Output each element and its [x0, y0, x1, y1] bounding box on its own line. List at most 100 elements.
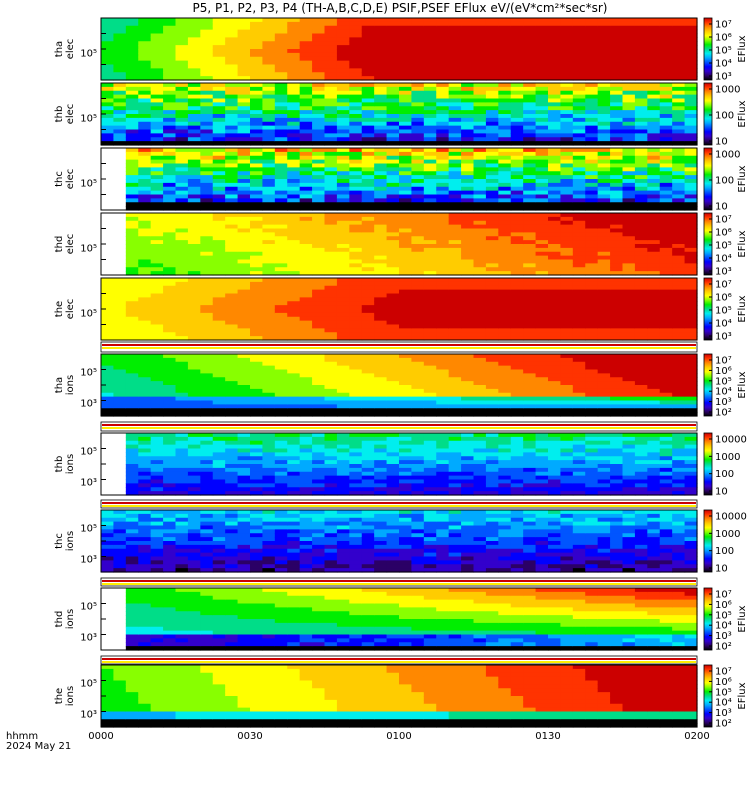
heatmap-cell: [113, 90, 127, 96]
heatmap-cell: [548, 56, 562, 62]
heatmap-cell: [436, 240, 450, 245]
heatmap-cell: [535, 206, 549, 211]
heatmap-cell: [535, 29, 549, 35]
heatmap-cell: [187, 216, 201, 222]
heatmap-cell: [659, 129, 673, 134]
heatmap-cell: [175, 83, 189, 88]
heatmap-cell: [386, 220, 400, 226]
heatmap-cell: [262, 354, 276, 359]
heatmap-cell: [274, 301, 288, 306]
heatmap-cell: [225, 45, 239, 50]
heatmap-cell: [150, 236, 164, 241]
heatmap-cell: [473, 240, 487, 245]
heatmap-cell: [498, 285, 512, 291]
heatmap-cell: [374, 72, 388, 77]
heatmap-cell: [423, 404, 437, 409]
heatmap-cell: [684, 354, 698, 359]
heatmap-cell: [262, 487, 276, 492]
heatmap-cell: [150, 202, 164, 207]
heatmap-cell: [361, 433, 375, 438]
heatmap-cell: [485, 244, 499, 249]
heatmap-cell: [498, 202, 512, 207]
heatmap-cell: [200, 316, 214, 322]
heatmap-cell: [312, 117, 326, 123]
heatmap-cell: [386, 190, 400, 196]
heatmap-cell: [349, 21, 363, 27]
heatmap-cell: [684, 301, 698, 306]
heatmap-cell: [411, 354, 425, 359]
heatmap-cell: [324, 464, 338, 469]
heatmap-cell: [572, 263, 586, 268]
heatmap-cell: [535, 25, 549, 31]
heatmap-cell: [212, 440, 226, 446]
colorbar-tick-label: 10⁵: [715, 376, 732, 387]
heatmap-cell: [659, 357, 673, 363]
heatmap-cell: [299, 263, 313, 268]
heatmap-cell: [163, 106, 177, 111]
heatmap-cell: [399, 365, 413, 371]
heatmap-cell: [212, 206, 226, 211]
heatmap-cell: [510, 76, 524, 81]
heatmap-cell: [672, 388, 686, 394]
heatmap-cell: [262, 436, 276, 442]
heatmap-cell: [163, 49, 177, 54]
heatmap-cell: [312, 251, 326, 257]
heatmap-cell: [535, 106, 549, 111]
heatmap-cell: [448, 255, 462, 261]
heatmap-cell: [187, 381, 201, 386]
heatmap-cell: [473, 244, 487, 249]
heatmap-cell: [634, 236, 648, 241]
heatmap-cell: [585, 121, 599, 127]
heatmap-cell: [312, 186, 326, 192]
heatmap-cell: [262, 236, 276, 241]
heatmap-cell: [399, 141, 413, 146]
heatmap-cell: [659, 76, 673, 81]
heatmap-cell: [684, 137, 698, 142]
heatmap-cell: [523, 18, 537, 23]
heatmap-cell: [312, 271, 326, 276]
heatmap-cell: [448, 206, 462, 211]
heatmap-cell: [287, 354, 301, 359]
heatmap-cell: [560, 404, 574, 409]
heatmap-cell: [163, 369, 177, 374]
heatmap-cell: [411, 52, 425, 58]
heatmap-cell: [448, 324, 462, 329]
heatmap-cell: [473, 228, 487, 233]
heatmap-cell: [101, 293, 115, 298]
heatmap-cell: [175, 354, 189, 359]
heatmap-cell: [299, 90, 313, 96]
heatmap-cell: [647, 373, 661, 378]
heatmap-cell: [572, 224, 586, 230]
heatmap-cell: [187, 305, 201, 310]
heatmap-cell: [659, 114, 673, 119]
heatmap-cell: [262, 357, 276, 363]
heatmap-cell: [610, 336, 624, 341]
heatmap-cell: [610, 56, 624, 62]
heatmap-cell: [237, 202, 251, 207]
heatmap-cell: [634, 336, 648, 341]
heatmap-cell: [175, 369, 189, 374]
heatmap-cell: [349, 392, 363, 398]
heatmap-cell: [262, 129, 276, 134]
heatmap-cell: [560, 137, 574, 142]
heatmap-cell: [324, 404, 338, 409]
heatmap-cell: [175, 408, 189, 413]
heatmap-cell: [349, 475, 363, 481]
heatmap-cell: [535, 332, 549, 337]
heatmap-cell: [250, 320, 264, 326]
heatmap-cell: [473, 125, 487, 131]
heatmap-cell: [212, 49, 226, 54]
heatmap-cell: [610, 369, 624, 374]
heatmap-cell: [672, 90, 686, 96]
heatmap-cell: [250, 267, 264, 272]
heatmap-cell: [498, 33, 512, 38]
heatmap-cell: [597, 18, 611, 23]
heatmap-cell: [374, 293, 388, 298]
heatmap-cell: [622, 255, 636, 261]
heatmap-cell: [324, 377, 338, 382]
heatmap-cell: [485, 324, 499, 329]
heatmap-cell: [187, 354, 201, 359]
heatmap-cell: [411, 305, 425, 310]
heatmap-cell: [548, 186, 562, 192]
heatmap-cell: [560, 263, 574, 268]
